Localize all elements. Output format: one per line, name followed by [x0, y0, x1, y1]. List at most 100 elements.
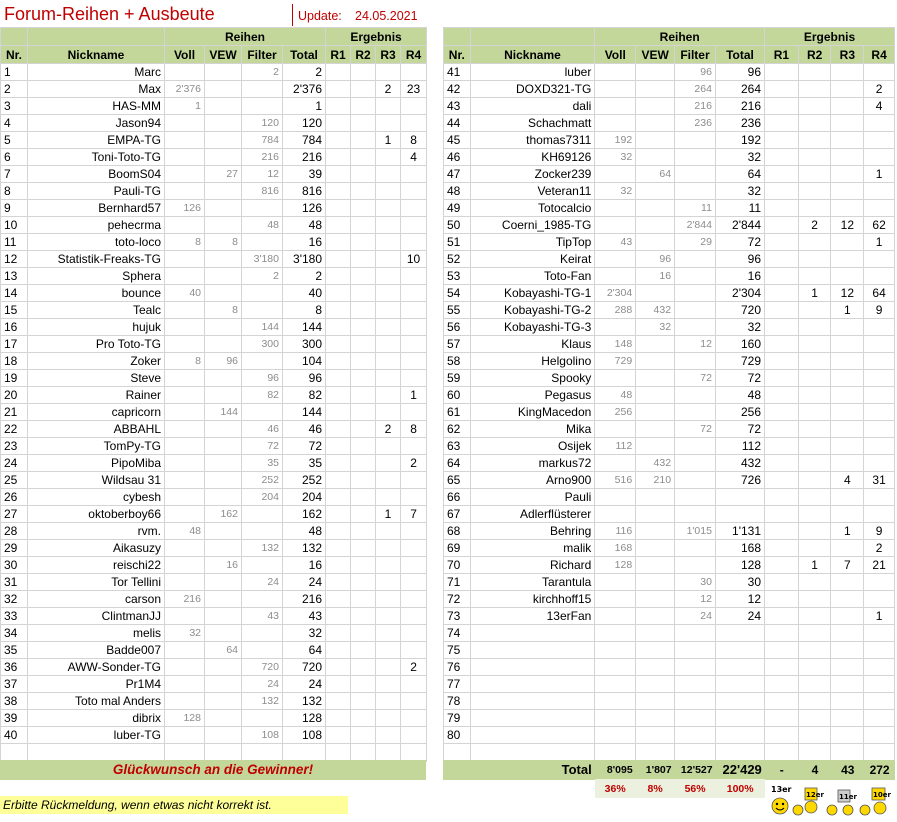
row-r2 — [797, 590, 832, 608]
row-r4 — [400, 641, 428, 659]
row-r1 — [764, 63, 799, 81]
row-voll — [164, 403, 205, 421]
footer-bar-right — [443, 760, 895, 780]
percent-row: 36% 8% 56% 100% — [443, 779, 895, 798]
row-voll — [164, 505, 205, 523]
row-r2 — [797, 80, 832, 98]
row-r3 — [830, 488, 865, 506]
row-nickname: Keirat — [469, 250, 596, 268]
row-voll — [594, 369, 637, 387]
table-row: 63 Osijek 112 112 — [443, 437, 895, 455]
row-r2 — [797, 641, 832, 659]
row-r3 — [830, 182, 865, 200]
row-r2 — [350, 250, 377, 268]
row-filter — [241, 709, 283, 727]
row-r4 — [400, 726, 428, 744]
row-filter — [674, 454, 716, 472]
row-r3 — [830, 675, 865, 693]
row-r3 — [830, 624, 865, 642]
row-filter — [674, 726, 716, 744]
row-nr: 21 — [0, 403, 28, 421]
row-vew — [204, 539, 242, 557]
table-row: 46 KH69126 32 32 — [443, 148, 895, 166]
row-voll — [594, 692, 637, 710]
row-r3 — [830, 539, 865, 557]
row-voll: 256 — [594, 403, 637, 421]
col-header-r4: R4 — [863, 45, 895, 64]
row-r4 — [863, 624, 895, 642]
table-row: 70 Richard 128 128 1 7 21 — [443, 556, 895, 574]
standings-table-left: Reihen Ergebnis Nr. Nickname Voll VEW Fi… — [0, 27, 428, 762]
row-nr: 6 — [0, 148, 28, 166]
table-row: 62 Mika 72 72 — [443, 420, 895, 438]
row-r4 — [863, 454, 895, 472]
row-vew — [635, 403, 676, 421]
row-r4 — [400, 335, 428, 353]
row-r4 — [863, 335, 895, 353]
row-r2 — [350, 369, 377, 387]
row-total: 96 — [281, 369, 327, 387]
row-voll: 128 — [164, 709, 205, 727]
row-total: 48 — [281, 522, 327, 540]
table-row: 76 — [443, 658, 895, 676]
row-voll — [594, 165, 637, 183]
row-r3 — [375, 624, 402, 642]
total-filter: 12'527 — [680, 763, 713, 776]
row-nickname: Zoker — [27, 352, 165, 370]
row-nickname: TipTop — [469, 233, 596, 251]
group-header-reihen: Reihen — [594, 27, 766, 46]
row-vew — [635, 641, 676, 659]
row-total: 8 — [281, 301, 327, 319]
row-nr: 47 — [443, 165, 471, 183]
row-r1 — [764, 267, 799, 285]
table-row: 19 Steve 96 96 — [0, 369, 428, 387]
row-nickname: toto-loco — [27, 233, 165, 251]
row-vew — [204, 709, 242, 727]
row-total: 16 — [281, 556, 327, 574]
col-header-total: Total — [714, 45, 766, 64]
row-filter — [674, 352, 716, 370]
row-total: 128 — [281, 709, 327, 727]
table-row: 78 — [443, 692, 895, 710]
row-total: 40 — [281, 284, 327, 302]
row-r3 — [830, 386, 865, 404]
row-r3 — [375, 573, 402, 591]
table-row: 26 cybesh 204 204 — [0, 488, 428, 506]
row-r3 — [830, 573, 865, 591]
row-r3 — [375, 641, 402, 659]
table-row: 10 pehecrma 48 48 — [0, 216, 428, 234]
row-nr: 32 — [0, 590, 28, 608]
row-vew — [635, 233, 676, 251]
row-voll: 168 — [594, 539, 637, 557]
table-row: 33 ClintmanJJ 43 43 — [0, 607, 428, 625]
row-total: 256 — [714, 403, 766, 421]
row-filter — [674, 624, 716, 642]
row-voll — [594, 658, 637, 676]
row-filter — [674, 641, 716, 659]
table-row: 36 AWW-Sonder-TG 720 720 2 — [0, 658, 428, 676]
row-nickname: kirchhoff15 — [469, 590, 596, 608]
row-total: 720 — [281, 658, 327, 676]
row-r1 — [325, 63, 352, 81]
row-r3 — [375, 216, 402, 234]
row-r4: 1 — [863, 165, 895, 183]
row-nickname — [469, 624, 596, 642]
row-total: 120 — [281, 114, 327, 132]
table-row: 1 Marc 2 2 — [0, 63, 428, 81]
row-voll — [164, 182, 205, 200]
table-row: 79 — [443, 709, 895, 727]
row-voll — [164, 726, 205, 744]
row-r4 — [400, 301, 428, 319]
row-filter: 2'844 — [674, 216, 716, 234]
row-nr: 29 — [0, 539, 28, 557]
row-filter: 2 — [241, 267, 283, 285]
row-r4 — [400, 539, 428, 557]
row-nr: 25 — [0, 471, 28, 489]
row-r3 — [830, 131, 865, 149]
winner-smileys-icon: 13er 12er 11er 10er — [771, 785, 891, 816]
table-row: 41 luber 96 96 — [443, 63, 895, 81]
row-r3 — [375, 63, 402, 81]
row-voll: 2'376 — [164, 80, 205, 98]
row-total — [714, 505, 766, 523]
row-filter: 816 — [241, 182, 283, 200]
